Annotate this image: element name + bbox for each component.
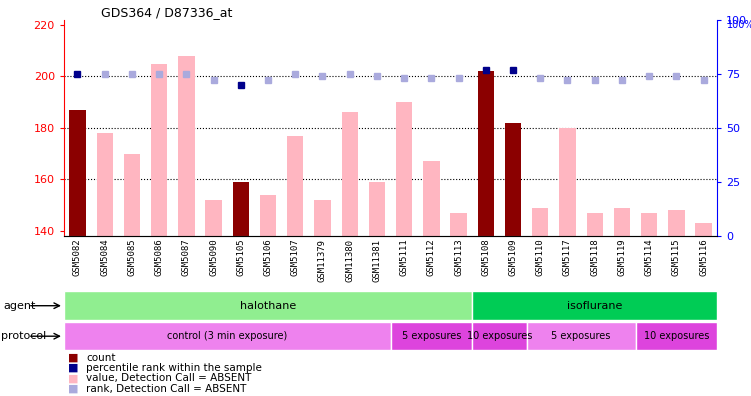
- Bar: [151, 63, 167, 236]
- Text: ■: ■: [68, 373, 78, 383]
- Text: GSM11379: GSM11379: [318, 239, 327, 282]
- Text: GSM5113: GSM5113: [454, 239, 463, 276]
- Text: GSM5111: GSM5111: [400, 239, 409, 276]
- Bar: [64, 291, 472, 320]
- Text: rank, Detection Call = ABSENT: rank, Detection Call = ABSENT: [86, 384, 247, 394]
- Bar: [472, 291, 717, 320]
- Bar: [342, 112, 358, 236]
- Bar: [391, 322, 472, 350]
- Text: halothane: halothane: [240, 301, 296, 311]
- Text: agent: agent: [4, 301, 36, 311]
- Text: GSM5116: GSM5116: [699, 239, 708, 276]
- Text: ■: ■: [68, 363, 78, 373]
- Text: GSM5119: GSM5119: [617, 239, 626, 276]
- Bar: [614, 208, 630, 236]
- Text: 5 exposures: 5 exposures: [551, 331, 611, 341]
- Bar: [314, 200, 330, 236]
- Bar: [668, 210, 684, 236]
- Bar: [396, 102, 412, 236]
- Bar: [641, 213, 657, 236]
- Bar: [260, 195, 276, 236]
- Text: GSM5086: GSM5086: [155, 239, 164, 276]
- Text: percentile rank within the sample: percentile rank within the sample: [86, 363, 262, 373]
- Text: GSM5109: GSM5109: [508, 239, 517, 276]
- Text: GSM11381: GSM11381: [372, 239, 382, 282]
- Text: GSM5117: GSM5117: [563, 239, 572, 276]
- Text: count: count: [86, 352, 116, 363]
- Bar: [478, 71, 494, 236]
- Text: control (3 min exposure): control (3 min exposure): [167, 331, 288, 341]
- Bar: [532, 208, 548, 236]
- Bar: [424, 161, 439, 236]
- Bar: [451, 213, 467, 236]
- Text: ■: ■: [68, 352, 78, 363]
- Bar: [69, 110, 86, 236]
- Bar: [124, 154, 140, 236]
- Text: GSM5090: GSM5090: [209, 239, 218, 276]
- Bar: [559, 128, 575, 236]
- Text: 5 exposures: 5 exposures: [402, 331, 461, 341]
- Bar: [96, 133, 113, 236]
- Text: GSM5107: GSM5107: [291, 239, 300, 276]
- Text: GSM5118: GSM5118: [590, 239, 599, 276]
- Text: GSM5084: GSM5084: [100, 239, 109, 276]
- Text: GSM5112: GSM5112: [427, 239, 436, 276]
- Bar: [64, 322, 391, 350]
- Bar: [695, 223, 712, 236]
- Text: GSM5082: GSM5082: [73, 239, 82, 276]
- Text: 10 exposures: 10 exposures: [644, 331, 709, 341]
- Text: GSM5115: GSM5115: [672, 239, 681, 276]
- Text: GSM5114: GSM5114: [644, 239, 653, 276]
- Bar: [233, 182, 249, 236]
- Bar: [178, 56, 195, 236]
- Text: 100%: 100%: [727, 20, 751, 30]
- Text: GSM5085: GSM5085: [128, 239, 137, 276]
- Text: value, Detection Call = ABSENT: value, Detection Call = ABSENT: [86, 373, 252, 383]
- Text: GSM5087: GSM5087: [182, 239, 191, 276]
- Bar: [369, 182, 385, 236]
- Text: ■: ■: [68, 384, 78, 394]
- Bar: [472, 322, 526, 350]
- Text: 10 exposures: 10 exposures: [466, 331, 532, 341]
- Bar: [635, 322, 717, 350]
- Bar: [505, 123, 521, 236]
- Text: isoflurane: isoflurane: [567, 301, 623, 311]
- Text: GSM5108: GSM5108: [481, 239, 490, 276]
- Text: GDS364 / D87336_at: GDS364 / D87336_at: [101, 6, 233, 19]
- Bar: [206, 200, 222, 236]
- Bar: [526, 322, 635, 350]
- Text: GSM5105: GSM5105: [237, 239, 246, 276]
- Text: protocol: protocol: [1, 331, 46, 341]
- Text: GSM11380: GSM11380: [345, 239, 354, 282]
- Text: GSM5106: GSM5106: [264, 239, 273, 276]
- Bar: [587, 213, 603, 236]
- Text: GSM5110: GSM5110: [535, 239, 544, 276]
- Bar: [287, 135, 303, 236]
